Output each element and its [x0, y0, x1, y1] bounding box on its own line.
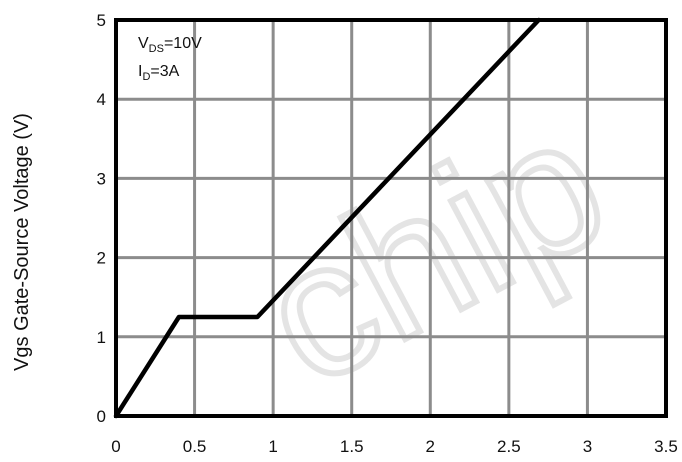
- y-tick-label: 5: [97, 11, 106, 30]
- y-tick-label: 4: [97, 90, 106, 109]
- annotation-box: VDS=10V ID=3A: [138, 35, 202, 83]
- y-tick-label: 0: [97, 407, 106, 426]
- y-tick-labels: 0 1 2 3 4 5: [97, 11, 106, 426]
- series-group: [113, 17, 541, 419]
- plot-frame: [114, 18, 668, 418]
- vds-annotation: VDS=10V: [138, 35, 202, 55]
- y-tick-label: 2: [97, 249, 106, 268]
- vds-value: =10V: [164, 35, 202, 52]
- id-symbol: I: [138, 63, 142, 80]
- series-line: [113, 17, 541, 419]
- watermark: chip: [226, 72, 639, 429]
- id-annotation: ID=3A: [138, 63, 180, 83]
- id-subscript: D: [142, 71, 150, 83]
- id-value: =3A: [150, 63, 179, 80]
- watermark-text: chip: [229, 75, 636, 426]
- x-tick-label: 3: [583, 437, 592, 456]
- x-tick-labels: 0 0.5 1 1.5 2 2.5 3 3.5: [111, 437, 678, 456]
- y-tick-label: 3: [97, 169, 106, 188]
- x-tick-label: 0.5: [183, 437, 207, 456]
- x-tick-label: 1.5: [340, 437, 364, 456]
- vds-subscript: DS: [149, 43, 164, 55]
- vds-symbol: V: [138, 35, 149, 52]
- x-tick-label: 1: [268, 437, 277, 456]
- y-axis-label: Vgs Gate-Source Voltage (V): [11, 113, 33, 371]
- x-tick-label: 0: [111, 437, 120, 456]
- x-tick-label: 2: [426, 437, 435, 456]
- x-tick-label: 3.5: [654, 437, 678, 456]
- x-tick-label: 2.5: [497, 437, 521, 456]
- y-tick-label: 1: [97, 328, 106, 347]
